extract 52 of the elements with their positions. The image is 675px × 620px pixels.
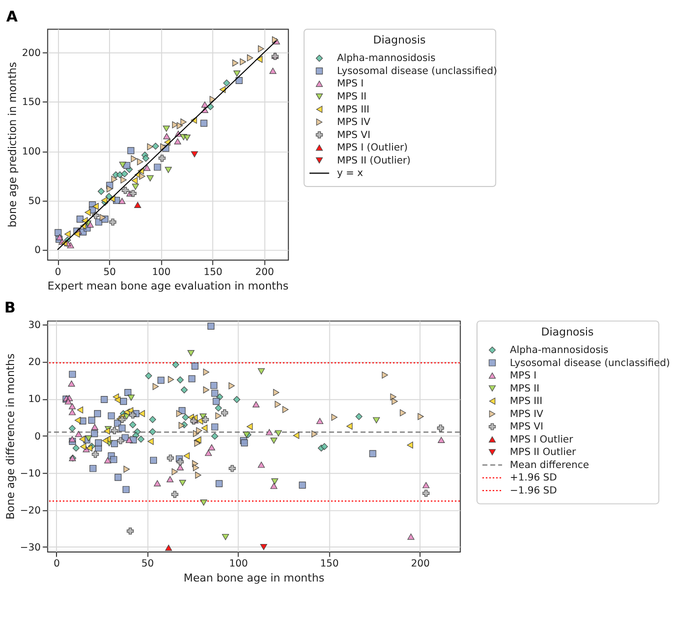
y-tick-label: 0 [34,245,41,256]
legend-title: Diagnosis [373,34,426,46]
y-axis-title: bone age prediction in months [6,62,20,228]
y-tick-label: 150 [22,97,41,108]
y-tick-label: 50 [28,196,41,207]
legend-label: MPS II [510,383,540,394]
legend-label: −1.96 SD [510,486,557,496]
legend-title: Diagnosis [541,325,594,338]
x-tick-label: 50 [103,266,116,278]
legend-label: MPS IV [510,408,544,420]
legend-label: Alpha-mannosidosis [510,344,608,356]
x-tick-label: 100 [152,266,171,278]
y-tick-label: −20 [20,505,41,516]
x-tick-label: 100 [229,558,248,570]
chart-title: B [4,299,16,316]
legend-label: Mean difference [510,460,590,471]
y-tick-label: 200 [22,48,41,59]
legend-label: MPS IV [337,117,371,128]
x-tick-label: 150 [204,266,222,278]
y-axis-title: Bone age difference in months [4,353,18,520]
x-tick-label: 0 [54,558,60,570]
y-tick-label: 0 [34,431,41,442]
y-tick-label: −10 [20,468,41,480]
x-axis-title: Mean bone age in months [184,571,325,584]
y-tick-label: −30 [20,542,41,554]
x-axis-title: Expert mean bone age evaluation in months [48,280,289,293]
legend-label: Lysosomal disease (unclassified) [337,66,498,77]
legend-label: MPS II (Outlier) [337,155,411,166]
legend-label: Alpha-mannosidosis [337,53,436,64]
legend-label: +1.96 SD [510,472,557,484]
y-tick-label: 20 [28,357,41,368]
x-tick-label: 150 [320,558,339,570]
chart-title: A [6,8,18,26]
y-tick-label: 10 [28,394,41,406]
legend-label: MPS II Outlier [510,447,577,458]
legend-label: MPS I [510,370,537,382]
legend-label: MPS II [337,92,367,102]
x-tick-label: 200 [255,266,274,278]
legend-label: y = x [337,168,364,180]
y-tick-label: 100 [22,146,41,158]
legend-label: MPS VI [510,422,544,433]
legend-label: MPS I (Outlier) [337,142,408,154]
legend-label: MPS III [337,104,370,116]
legend-label: MPS VI [337,130,370,141]
x-tick-label: 0 [54,266,62,278]
legend-label: Lysosomal disease (unclassified) [510,358,670,369]
legend-label: MPS I [337,78,364,90]
legend-label: MPS III [510,396,542,408]
y-tick-label: 30 [28,320,41,332]
x-tick-label: 50 [141,558,154,570]
x-tick-label: 200 [410,558,430,570]
legend-label: MPS I Outlier [510,434,574,446]
